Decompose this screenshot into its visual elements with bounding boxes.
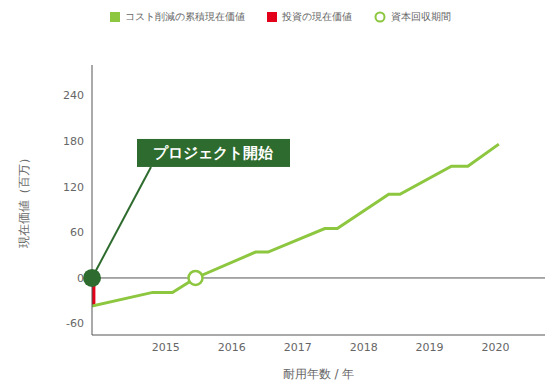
html-text:資本回収期間: 資本回収期間 bbox=[390, 11, 451, 22]
svg-text:240: 240 bbox=[63, 89, 84, 102]
svg-text:2018: 2018 bbox=[350, 341, 378, 354]
svg-text:2019: 2019 bbox=[416, 341, 444, 354]
svg-text:-60: -60 bbox=[66, 317, 84, 330]
svg-text:2017: 2017 bbox=[284, 341, 312, 354]
svg-text:耐用年数 / 年: 耐用年数 / 年 bbox=[283, 367, 355, 381]
svg-text:2016: 2016 bbox=[218, 341, 246, 354]
svg-text:120: 120 bbox=[63, 181, 84, 194]
svg-text:プロジェクト開始: プロジェクト開始 bbox=[153, 144, 274, 162]
html-text:コスト削減の累積現在価値: コスト削減の累積現在価値 bbox=[124, 11, 245, 22]
svg-text:0: 0 bbox=[77, 272, 84, 285]
svg-text:60: 60 bbox=[70, 226, 84, 239]
svg-text:2020: 2020 bbox=[482, 341, 510, 354]
svg-text:2015: 2015 bbox=[152, 341, 180, 354]
svg-text:180: 180 bbox=[63, 135, 84, 148]
html-text:投資の現在価値: 投資の現在価値 bbox=[281, 11, 352, 22]
svg-text:現在価値（百万）: 現在価値（百万） bbox=[17, 152, 31, 248]
